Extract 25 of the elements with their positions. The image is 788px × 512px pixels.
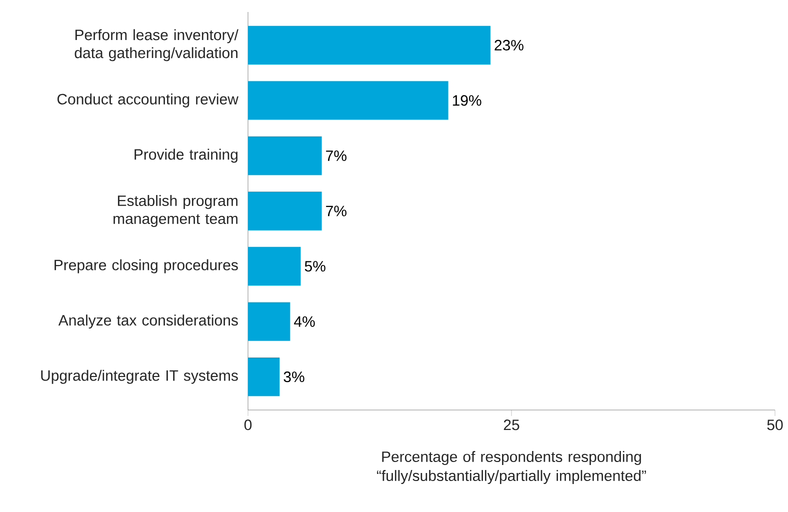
y-tick-label: Perform lease inventory/ data gathering/validation — [74, 29, 238, 62]
y-tick-label: Analyze tax considerations — [58, 314, 238, 329]
data-label: 7% — [326, 206, 346, 216]
y-tick-label: Prepare closing procedures — [54, 259, 238, 274]
bar — [248, 357, 280, 396]
x-tick-label: 25 — [504, 420, 520, 430]
bar — [248, 192, 322, 230]
data-label: 4% — [294, 316, 315, 327]
data-label: 23% — [494, 40, 524, 50]
bar — [248, 81, 448, 120]
y-tick-label: Establish program management team — [114, 195, 238, 227]
y-tick-label: Upgrade/integrate IT systems — [41, 370, 238, 384]
data-label: 19% — [452, 95, 482, 106]
y-tick-label: Provide training — [134, 148, 238, 163]
x-tick-label: 50 — [767, 420, 783, 430]
bar — [248, 26, 490, 65]
x-axis-title: Percentage of respondents responding “fully/substantially/partially implemented” — [376, 451, 646, 484]
data-label: 7% — [326, 150, 346, 161]
bar — [248, 136, 322, 176]
x-tick-label: 0 — [244, 420, 252, 430]
y-tick-label: Conduct accounting review — [57, 93, 238, 108]
data-label: 5% — [304, 261, 326, 272]
data-label: 3% — [284, 372, 304, 382]
bar — [248, 246, 301, 286]
bar — [248, 302, 290, 341]
